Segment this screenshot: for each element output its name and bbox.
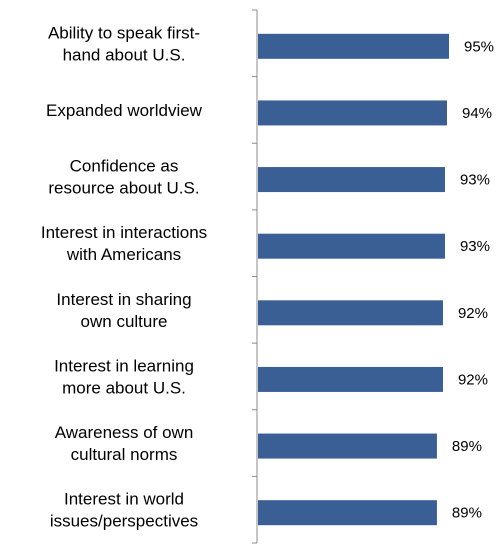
- category-label-line: cultural norms: [71, 445, 178, 464]
- category-label-line: with Americans: [66, 245, 181, 264]
- category-label: Interest in learning more about U.S.: [54, 356, 194, 397]
- data-label: 92%: [458, 305, 488, 322]
- category-label-line: Interest in interactions: [41, 223, 207, 242]
- category-label: Ability to speak first-hand about U.S.: [48, 23, 200, 64]
- labels-layer: 95% Ability to speak first-hand about U.S…: [41, 23, 494, 530]
- category-label-line: Interest in sharing: [56, 290, 191, 309]
- axis-layer: [252, 9, 258, 544]
- bar: [258, 366, 443, 392]
- data-label: 94%: [462, 105, 492, 122]
- category-label: Awareness of own cultural norms: [55, 423, 194, 464]
- bar: [258, 500, 437, 526]
- category-label-line: Interest in learning: [54, 356, 194, 375]
- category-label-line: issues/perspectives: [50, 512, 198, 531]
- data-label: 89%: [452, 438, 482, 455]
- category-label: Interest in interactions with Americans: [41, 223, 207, 264]
- category-label-line: Awareness of own: [55, 423, 194, 442]
- data-label: 89%: [452, 505, 482, 522]
- category-label-line: hand about U.S.: [63, 45, 186, 64]
- bar: [258, 33, 449, 59]
- bar: [258, 167, 445, 193]
- data-label: 92%: [458, 371, 488, 388]
- category-label-line: resource about U.S.: [48, 179, 199, 198]
- category-label-line: Ability to speak first-: [48, 23, 200, 42]
- category-label: Confidence as resource about U.S.: [48, 157, 199, 198]
- bar: [258, 100, 447, 126]
- data-label: 93%: [460, 172, 490, 189]
- category-label-line: Expanded worldview: [46, 101, 203, 120]
- category-label-line: Interest in world: [64, 490, 184, 509]
- category-label-line: Confidence as: [70, 157, 179, 176]
- category-label-line: own culture: [81, 312, 168, 331]
- category-label: Expanded worldview: [46, 101, 203, 120]
- bars-layer: [258, 33, 449, 526]
- category-label: Interest in world issues/perspectives: [50, 490, 198, 531]
- category-label-line: more about U.S.: [62, 378, 186, 397]
- category-label: Interest in sharing own culture: [56, 290, 191, 331]
- bar: [258, 300, 443, 326]
- data-label: 93%: [460, 238, 490, 255]
- bar: [258, 233, 445, 259]
- bar: [258, 433, 437, 459]
- data-label: 95%: [464, 38, 494, 55]
